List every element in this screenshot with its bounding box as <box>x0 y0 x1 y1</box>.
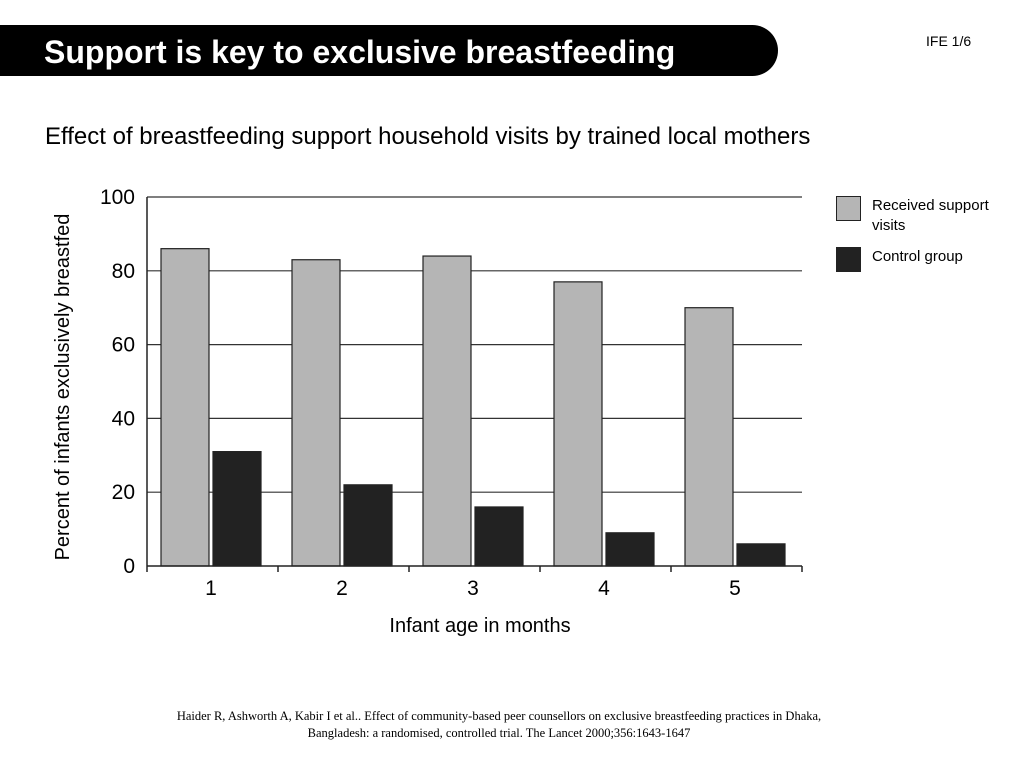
x-tick-label: 4 <box>598 577 610 600</box>
bar-support <box>684 307 734 567</box>
bar-control <box>343 484 393 567</box>
legend-label-support: Received support visits <box>872 197 989 234</box>
y-tick-label: 0 <box>123 555 135 578</box>
slide-subtitle: Effect of breastfeeding support househol… <box>45 123 811 150</box>
slide-title: Support is key to exclusive breastfeedin… <box>44 34 676 70</box>
legend-swatch-support <box>836 196 861 221</box>
y-tick-label: 20 <box>112 481 135 504</box>
bar-support <box>422 255 472 567</box>
y-tick-label: 60 <box>112 334 135 357</box>
bar-support <box>291 259 341 567</box>
bar-support <box>160 248 210 567</box>
y-tick-label: 80 <box>112 260 135 283</box>
bar-control <box>212 451 262 567</box>
bar-control <box>736 543 786 567</box>
x-tick-label: 5 <box>729 577 741 600</box>
bar-control <box>605 532 655 567</box>
slide-number: IFE 1/6 <box>926 33 972 49</box>
bar-control <box>474 506 524 567</box>
y-tick-label: 40 <box>112 407 135 430</box>
x-axis-title: Infant age in months <box>389 615 571 637</box>
bar-support <box>553 281 603 567</box>
title-bar <box>0 25 778 76</box>
legend-label-control: Control group <box>872 248 963 265</box>
x-tick-label: 3 <box>467 577 479 600</box>
x-tick-label: 2 <box>336 577 348 600</box>
legend-swatch-control <box>836 247 861 272</box>
citation: Haider R, Ashworth A, Kabir I et al.. Ef… <box>176 709 822 740</box>
y-tick-label: 100 <box>100 186 135 209</box>
x-tick-label: 1 <box>205 577 217 600</box>
y-axis-title: Percent of infants exclusively breastfed <box>52 213 74 561</box>
